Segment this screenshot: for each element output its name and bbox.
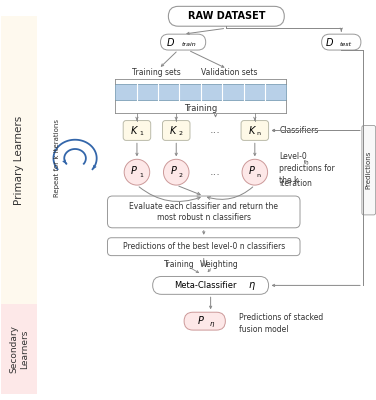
Text: η: η — [249, 280, 255, 290]
FancyArrowPatch shape — [179, 186, 200, 195]
Text: 1: 1 — [139, 173, 143, 178]
Text: K: K — [249, 126, 255, 136]
Bar — [115, 84, 286, 100]
Text: Training: Training — [184, 104, 217, 113]
FancyBboxPatch shape — [162, 120, 190, 140]
Text: Predictions of the best level-0 n classifiers: Predictions of the best level-0 n classi… — [123, 242, 285, 251]
Text: Classifiers: Classifiers — [279, 126, 319, 135]
Text: Primary Learners: Primary Learners — [14, 116, 24, 205]
FancyBboxPatch shape — [362, 126, 376, 215]
FancyBboxPatch shape — [321, 34, 361, 50]
Text: P: P — [198, 316, 204, 326]
Text: ...: ... — [210, 167, 221, 177]
Text: n: n — [257, 173, 261, 178]
Text: ...: ... — [210, 126, 221, 136]
Bar — [2, 16, 37, 304]
FancyBboxPatch shape — [108, 238, 300, 256]
FancyArrowPatch shape — [139, 187, 200, 202]
Text: test: test — [339, 42, 352, 47]
Text: Weighting: Weighting — [200, 260, 239, 269]
Text: D: D — [167, 38, 174, 48]
FancyBboxPatch shape — [153, 276, 268, 294]
Text: 2: 2 — [178, 131, 182, 136]
FancyBboxPatch shape — [241, 120, 268, 140]
Text: P: P — [249, 166, 255, 176]
Text: Validation sets: Validation sets — [201, 68, 258, 77]
Text: Training: Training — [164, 260, 194, 269]
Circle shape — [242, 159, 268, 185]
FancyArrowPatch shape — [208, 187, 253, 199]
Text: K: K — [170, 126, 176, 136]
Text: P: P — [170, 166, 176, 176]
FancyBboxPatch shape — [168, 6, 284, 26]
Text: Training sets: Training sets — [132, 68, 181, 77]
Text: 2: 2 — [178, 173, 182, 178]
Text: 1: 1 — [139, 131, 143, 136]
Text: Level-0
predictions for
the k: Level-0 predictions for the k — [279, 152, 335, 184]
Circle shape — [124, 159, 150, 185]
Text: Predictions of stacked
fusion model: Predictions of stacked fusion model — [239, 313, 323, 334]
Text: η: η — [209, 321, 214, 327]
FancyBboxPatch shape — [161, 34, 206, 50]
Text: Predictions: Predictions — [366, 151, 372, 189]
Text: iteration: iteration — [279, 179, 312, 188]
FancyBboxPatch shape — [123, 120, 151, 140]
FancyBboxPatch shape — [108, 196, 300, 228]
Text: P: P — [131, 166, 137, 176]
Text: RAW DATASET: RAW DATASET — [188, 11, 265, 21]
Text: Repeat for k iterations: Repeat for k iterations — [55, 119, 61, 197]
Text: Evaluate each classifier and return the
most robust n classifiers: Evaluate each classifier and return the … — [129, 202, 278, 222]
Text: D: D — [326, 38, 333, 48]
Text: train: train — [181, 42, 196, 47]
Text: Secondary
Learners: Secondary Learners — [9, 325, 29, 373]
Circle shape — [164, 159, 189, 185]
Text: K: K — [131, 126, 137, 136]
Text: th: th — [304, 160, 309, 165]
Text: n: n — [257, 131, 261, 136]
Bar — [2, 304, 37, 394]
Text: Meta-Classifier: Meta-Classifier — [174, 281, 237, 290]
FancyBboxPatch shape — [184, 312, 225, 330]
